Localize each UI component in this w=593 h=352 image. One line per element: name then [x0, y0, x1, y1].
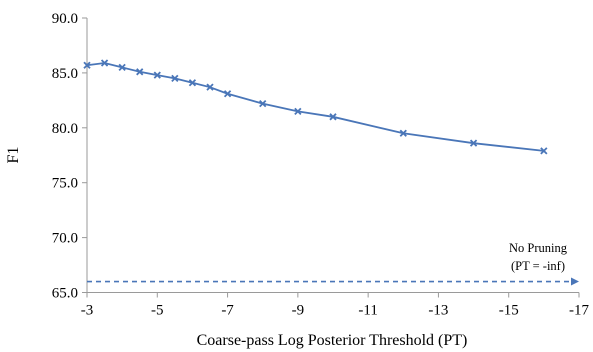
x-axis-title: Coarse-pass Log Posterior Threshold (PT): [197, 332, 468, 349]
data-point-marker: [118, 63, 126, 72]
data-point-marker: [83, 61, 91, 69]
data-point-marker: [188, 79, 197, 87]
x-tick-label: -7: [221, 303, 234, 319]
data-point-marker: [540, 147, 548, 155]
y-tick-label: 80.0: [52, 121, 78, 137]
no-pruning-label-line1: No Pruning: [509, 241, 568, 255]
data-point-marker: [100, 59, 109, 67]
y-tick-label: 90.0: [52, 11, 78, 27]
x-tick-label: -9: [292, 303, 305, 319]
y-axis-ticks: 65.0 70.0 75.0 80.0 85.0 90.0: [52, 11, 87, 302]
y-axis-title: F1: [5, 147, 22, 164]
reference-line-group: [87, 277, 579, 286]
data-point-marker: [171, 74, 179, 83]
data-point-marker: [223, 90, 232, 98]
data-point-marker: [469, 139, 478, 147]
data-point-marker: [294, 107, 302, 115]
no-pruning-label-line2: (PT = -inf): [511, 259, 565, 273]
x-axis-ticks: -3 -5 -7 -9 -11 -13 -15 -17: [81, 292, 589, 319]
data-point-marker: [153, 71, 161, 79]
x-tick-label: -13: [428, 303, 448, 319]
y-tick-label: 85.0: [52, 66, 78, 82]
data-point-marker: [329, 113, 337, 121]
data-point-marker: [136, 68, 144, 76]
y-tick-label: 75.0: [52, 176, 78, 192]
series-group: [83, 59, 548, 155]
x-tick-label: -17: [569, 303, 589, 319]
data-point-marker: [259, 100, 267, 108]
data-point-marker: [206, 83, 214, 91]
data-point-marker: [399, 129, 407, 137]
x-tick-label: -15: [499, 303, 519, 319]
reference-line-arrowhead: [571, 277, 579, 286]
y-tick-label: 70.0: [52, 231, 78, 247]
x-tick-label: -11: [358, 303, 377, 319]
x-tick-label: -5: [151, 303, 164, 319]
y-tick-label: 65.0: [52, 286, 78, 302]
x-tick-label: -3: [81, 303, 94, 319]
